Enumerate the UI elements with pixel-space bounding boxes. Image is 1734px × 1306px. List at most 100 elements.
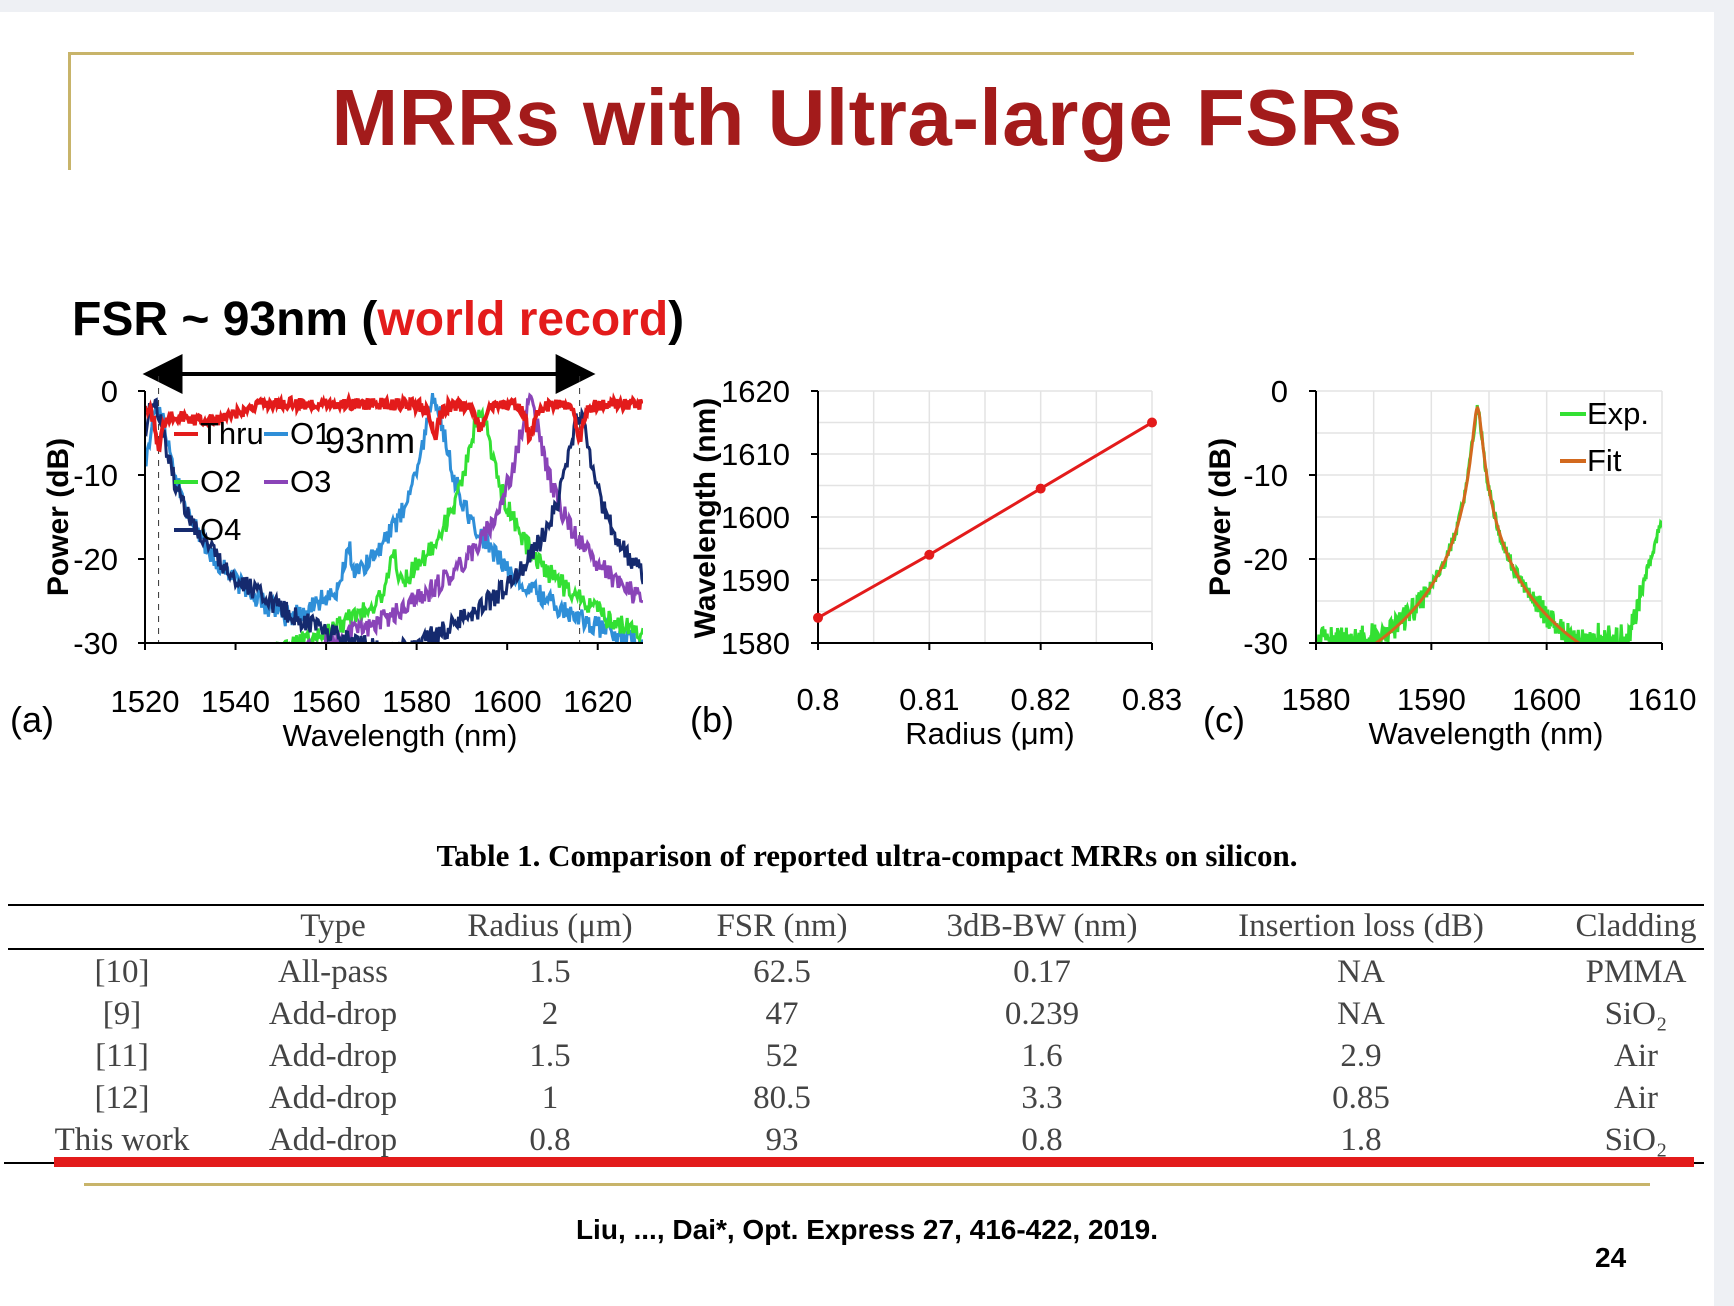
fsr-label: FSR ~ 93nm (world record) (72, 292, 684, 347)
table-cell: 2 (541, 996, 559, 1032)
table-cell: 1.8 (1340, 1122, 1382, 1158)
table-cell: [12] (94, 1080, 150, 1116)
panel-b-y-tick-label: 1610 (721, 437, 790, 472)
series-line-o4 (145, 397, 643, 643)
table-cell: 1.5 (529, 954, 571, 990)
table-cell: All-pass (278, 954, 388, 990)
table-cell: PMMA (1585, 954, 1687, 990)
table-cell: 62.5 (753, 954, 811, 990)
panel-a-x-axis-title: Wavelength (nm) (283, 718, 518, 753)
table-header-cell: Insertion loss (dB) (1238, 908, 1484, 944)
table-cell: 0.17 (1013, 954, 1071, 990)
panel-a-y-axis-title: Power (dB) (42, 438, 75, 596)
table-cell: 0.8 (529, 1122, 571, 1158)
table-cell: 1 (541, 1080, 559, 1116)
table-cell: This work (54, 1122, 190, 1158)
page-number: 24 (1595, 1242, 1627, 1273)
citation: Liu, ..., Dai*, Opt. Express 27, 416-422… (575, 1214, 1159, 1245)
panel-a-y-tick-label: -10 (73, 458, 118, 493)
table-cell: Add-drop (268, 1038, 398, 1074)
table-cell: 1.5 (529, 1038, 571, 1074)
panel-c-y-tick-label: -30 (1243, 626, 1288, 661)
figure-panels: 1520 1540 1560 1580 1600 1620 0 -10 -20 -30 Wavele… (10, 354, 1697, 753)
table-cell: 0.8 (1021, 1122, 1063, 1158)
panel-c-x-tick-label: 1600 (1512, 682, 1581, 717)
top-strip (0, 0, 1734, 12)
panel-b-data-point (1035, 483, 1046, 494)
legend-label-o3: O3 (290, 464, 331, 499)
table-cell: Air (1614, 1038, 1658, 1074)
frame-left-line (68, 52, 71, 170)
panel-b-y-tick-label: 1580 (721, 626, 790, 661)
right-scroll-strip (1714, 0, 1734, 1306)
table-header-cell: Radius (μm) (467, 908, 633, 944)
table-cell: SiO₂ (1604, 996, 1668, 1032)
table-cell: [10] (94, 954, 150, 990)
panel-a-y-tick-label: 0 (101, 374, 118, 409)
frame-bottom-line (84, 1183, 1650, 1186)
panel-c-x-tick-label: 1610 (1628, 682, 1697, 717)
table-cell: 47 (765, 996, 799, 1032)
panel-a-label: (a) (10, 699, 54, 740)
panel-c-x-tick-label: 1590 (1397, 682, 1466, 717)
table-cell: 1.6 (1021, 1038, 1063, 1074)
table-header-rule (8, 948, 1704, 950)
table-cell: 0.85 (1332, 1080, 1390, 1116)
panel-c-legend-label-fit: Fit (1587, 443, 1622, 478)
panel-b-series-line (817, 421, 1153, 620)
highlight-underline (54, 1157, 1694, 1167)
panel-b-x-tick-label: 0.81 (899, 682, 959, 717)
panel-a-x-tick-label: 1540 (201, 684, 270, 719)
panel-b-y-tick-label: 1600 (721, 500, 790, 535)
table-cell: NA (1337, 996, 1385, 1032)
table-cell: Add-drop (268, 1122, 398, 1158)
panel-c-label: (c) (1203, 699, 1245, 740)
panel-b-x-tick-label: 0.83 (1122, 682, 1182, 717)
table-header-cell: Cladding (1575, 908, 1697, 944)
table-cell: 80.5 (753, 1080, 811, 1116)
panel-c-legend-label-exp: Exp. (1587, 396, 1649, 431)
series-line-thru (145, 391, 643, 453)
table-cell: Air (1614, 1080, 1658, 1116)
panel-a-x-tick-label: 1600 (473, 684, 542, 719)
panel-b-y-axis-title: Wavelength (nm) (689, 398, 722, 639)
table-cell: 2.9 (1340, 1038, 1382, 1074)
panel-b-data-point (924, 549, 935, 560)
table-caption: Table 1. Comparison of reported ultra-co… (436, 838, 1298, 873)
panel-b-label: (b) (690, 699, 734, 740)
panel-c-y-tick-label: 0 (1271, 374, 1288, 409)
table-cell: [9] (102, 996, 142, 1032)
panel-b-y-tick-label: 1590 (721, 563, 790, 598)
table-header-cell: 3dB-BW (nm) (946, 908, 1138, 944)
table-cell: [11] (95, 1038, 149, 1074)
panel-b-data-point (813, 612, 823, 623)
frame-top-line (68, 52, 1634, 55)
legend-label-o1: O1 (290, 416, 331, 451)
panel-c-series-fit (1373, 405, 1582, 643)
table-top-rule (8, 904, 1704, 906)
panel-b-y-tick-label: 1620 (721, 374, 790, 409)
panel-c-y-tick-label: -10 (1243, 458, 1288, 493)
panel-a-x-tick-label: 1620 (563, 684, 632, 719)
panel-a-y-tick-label: -30 (73, 626, 118, 661)
table-cell: 93 (765, 1122, 799, 1158)
panel-c-y-axis-title: Power (dB) (1204, 438, 1237, 596)
panel-c-y-tick-label: -20 (1243, 542, 1288, 577)
legend-label-o4: O4 (200, 512, 241, 547)
table-cell: 3.3 (1021, 1080, 1063, 1116)
fsr-label-highlight: world record (377, 293, 669, 346)
table-header-cell: FSR (nm) (716, 908, 848, 944)
panel-a-x-tick-label: 1520 (111, 684, 180, 719)
table-cell: NA (1337, 954, 1385, 990)
panel-c-x-tick-label: 1580 (1282, 682, 1351, 717)
panel-a-fsr-annotation: 93nm (325, 420, 415, 461)
panel-a-y-tick-label: -20 (73, 542, 118, 577)
fsr-label-suffix: ) (668, 293, 685, 346)
series-line-o2 (269, 406, 643, 643)
panel-a-plot (145, 391, 643, 643)
table-cell: SiO₂ (1604, 1122, 1668, 1158)
panel-c-x-axis-title: Wavelength (nm) (1369, 716, 1604, 751)
panel-b-x-axis-title: Radius (μm) (905, 716, 1074, 751)
panel-b-x-tick-label: 0.8 (796, 682, 839, 717)
